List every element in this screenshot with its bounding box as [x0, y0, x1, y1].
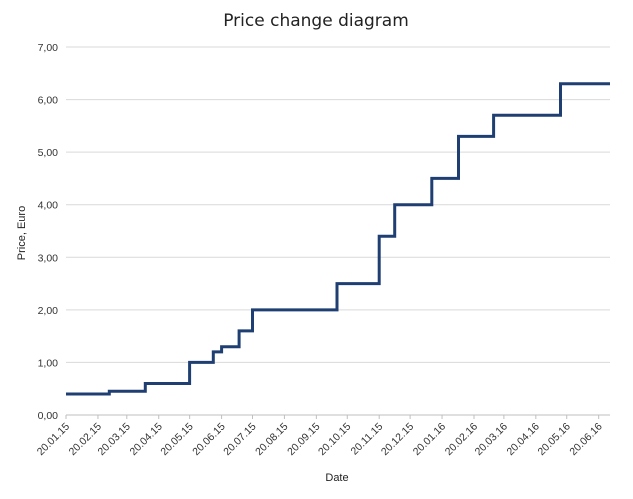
y-tick-label: 3,00: [38, 252, 59, 264]
y-axis-label: Price, Euro: [16, 206, 28, 260]
gridlines: [65, 46, 610, 419]
y-tick-label: 0,00: [38, 410, 59, 422]
x-tick-label: 20.04.16: [505, 421, 542, 458]
y-tick-label: 1,00: [38, 357, 59, 369]
x-tick-label: 20.01.16: [411, 421, 448, 458]
y-tick-label: 2,00: [38, 305, 59, 317]
x-tick-label: 20.10.15: [316, 421, 353, 458]
x-tick-labels: 20.01.1520.02.1520.03.1520.04.1520.05.15…: [35, 421, 605, 459]
x-tick-label: 20.12.15: [379, 421, 416, 458]
x-tick-label: 20.03.15: [96, 421, 133, 458]
x-tick-label: 20.03.16: [473, 421, 510, 458]
y-tick-label: 7,00: [38, 42, 59, 54]
y-tick-labels: 0,00 1,00 2,00 3,00 4,00 5,00 6,00 7,00: [38, 42, 59, 422]
chart-title: Price change diagram: [223, 11, 409, 31]
price-step-line: [66, 82, 610, 396]
x-tick-label: 20.05.16: [535, 421, 572, 458]
x-tick-label: 20.05.15: [158, 421, 195, 458]
x-tick-label: 20.07.15: [221, 421, 258, 458]
y-tick-label: 6,00: [38, 95, 59, 107]
x-tick-label: 20.08.15: [253, 421, 290, 458]
x-tick-label: 20.06.15: [190, 421, 227, 458]
x-tick-label: 20.09.15: [285, 421, 322, 458]
x-axis-label: Date: [325, 472, 348, 484]
series: [66, 82, 610, 396]
x-tick-label: 20.01.15: [35, 421, 72, 458]
y-tick-label: 4,00: [38, 200, 59, 212]
x-tick-label: 20.04.15: [127, 421, 164, 458]
y-tick-label: 5,00: [38, 147, 59, 159]
x-tick-label: 20.06.16: [567, 421, 604, 458]
